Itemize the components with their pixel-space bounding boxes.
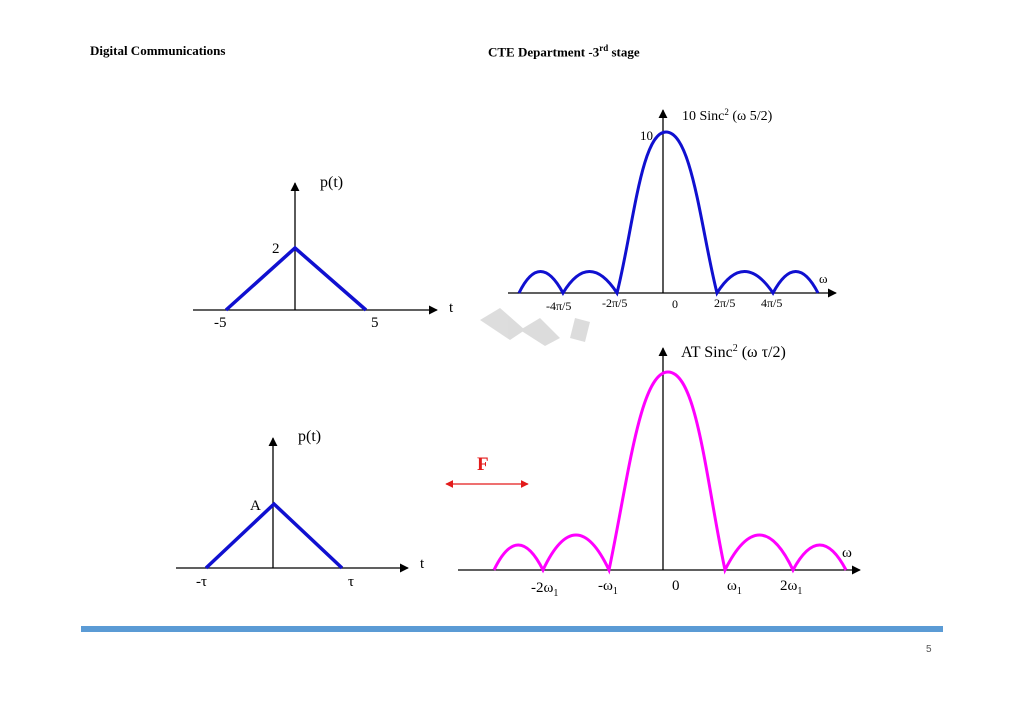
bottom-time-tick-neg: -τ bbox=[196, 574, 207, 590]
bottom-time-plot: p(t) t A -τ τ bbox=[176, 428, 425, 590]
bottom-sinc-squared-curve bbox=[492, 370, 848, 575]
top-freq-tick-4: 2π/5 bbox=[714, 296, 735, 310]
bottom-freq-plot: AT Sinc2 (ω τ/2) ω -2ω1 -ω1 0 ω1 2ω1 bbox=[458, 343, 861, 599]
bottom-freq-xlabel: ω bbox=[842, 545, 852, 561]
top-triangle-pulse bbox=[224, 245, 368, 312]
bottom-freq-tick-1: -2ω1 bbox=[531, 580, 558, 599]
top-time-plot: p(t) t 2 -5 5 bbox=[193, 174, 454, 331]
page-number: 5 bbox=[926, 644, 932, 655]
top-freq-xlabel: ω bbox=[819, 271, 828, 286]
top-freq-tick-2: -2π/5 bbox=[602, 296, 627, 310]
fourier-transform-arrow: F bbox=[445, 454, 529, 488]
top-sinc-squared-curve bbox=[517, 130, 820, 297]
bottom-time-ylabel: p(t) bbox=[298, 428, 321, 445]
bottom-freq-tick-4: ω1 bbox=[727, 578, 742, 597]
bottom-freq-title: AT Sinc2 (ω τ/2) bbox=[681, 343, 786, 361]
header-department-text: CTE Department -3 bbox=[488, 44, 600, 60]
top-freq-plot: 10 Sinc2 (ω 5/2) 10 ω -4π/5 -2π/5 0 2π/5… bbox=[508, 107, 837, 313]
bottom-freq-tick-5: 2ω1 bbox=[780, 578, 802, 597]
bottom-freq-tick-3: 0 bbox=[672, 578, 680, 594]
transform-label: F bbox=[477, 454, 489, 475]
top-time-tick-pos: 5 bbox=[371, 315, 379, 331]
footer-divider bbox=[81, 626, 943, 632]
header-ordinal-suffix: rd bbox=[599, 43, 609, 53]
top-freq-tick-3: 0 bbox=[672, 297, 678, 311]
bottom-time-peak-label: A bbox=[250, 498, 261, 514]
top-freq-tick-1: -4π/5 bbox=[546, 299, 571, 313]
bottom-time-xlabel: t bbox=[420, 556, 425, 572]
faint-watermark bbox=[480, 308, 590, 346]
bottom-freq-tick-2: -ω1 bbox=[598, 578, 618, 597]
header-stage-text: stage bbox=[608, 44, 640, 60]
top-freq-tick-5: 4π/5 bbox=[761, 296, 782, 310]
top-freq-title: 10 Sinc2 (ω 5/2) bbox=[682, 107, 773, 124]
top-time-tick-neg: -5 bbox=[214, 315, 227, 331]
bottom-time-tick-pos: τ bbox=[348, 574, 354, 590]
top-time-ylabel: p(t) bbox=[320, 174, 343, 191]
header-course-title: Digital Communications bbox=[90, 43, 226, 58]
top-time-peak-label: 2 bbox=[272, 241, 280, 257]
header-department: CTE Department -3rd stage bbox=[488, 43, 640, 60]
top-time-xlabel: t bbox=[449, 300, 454, 316]
top-freq-peak-label: 10 bbox=[640, 128, 653, 143]
bottom-triangle-pulse bbox=[204, 501, 344, 570]
